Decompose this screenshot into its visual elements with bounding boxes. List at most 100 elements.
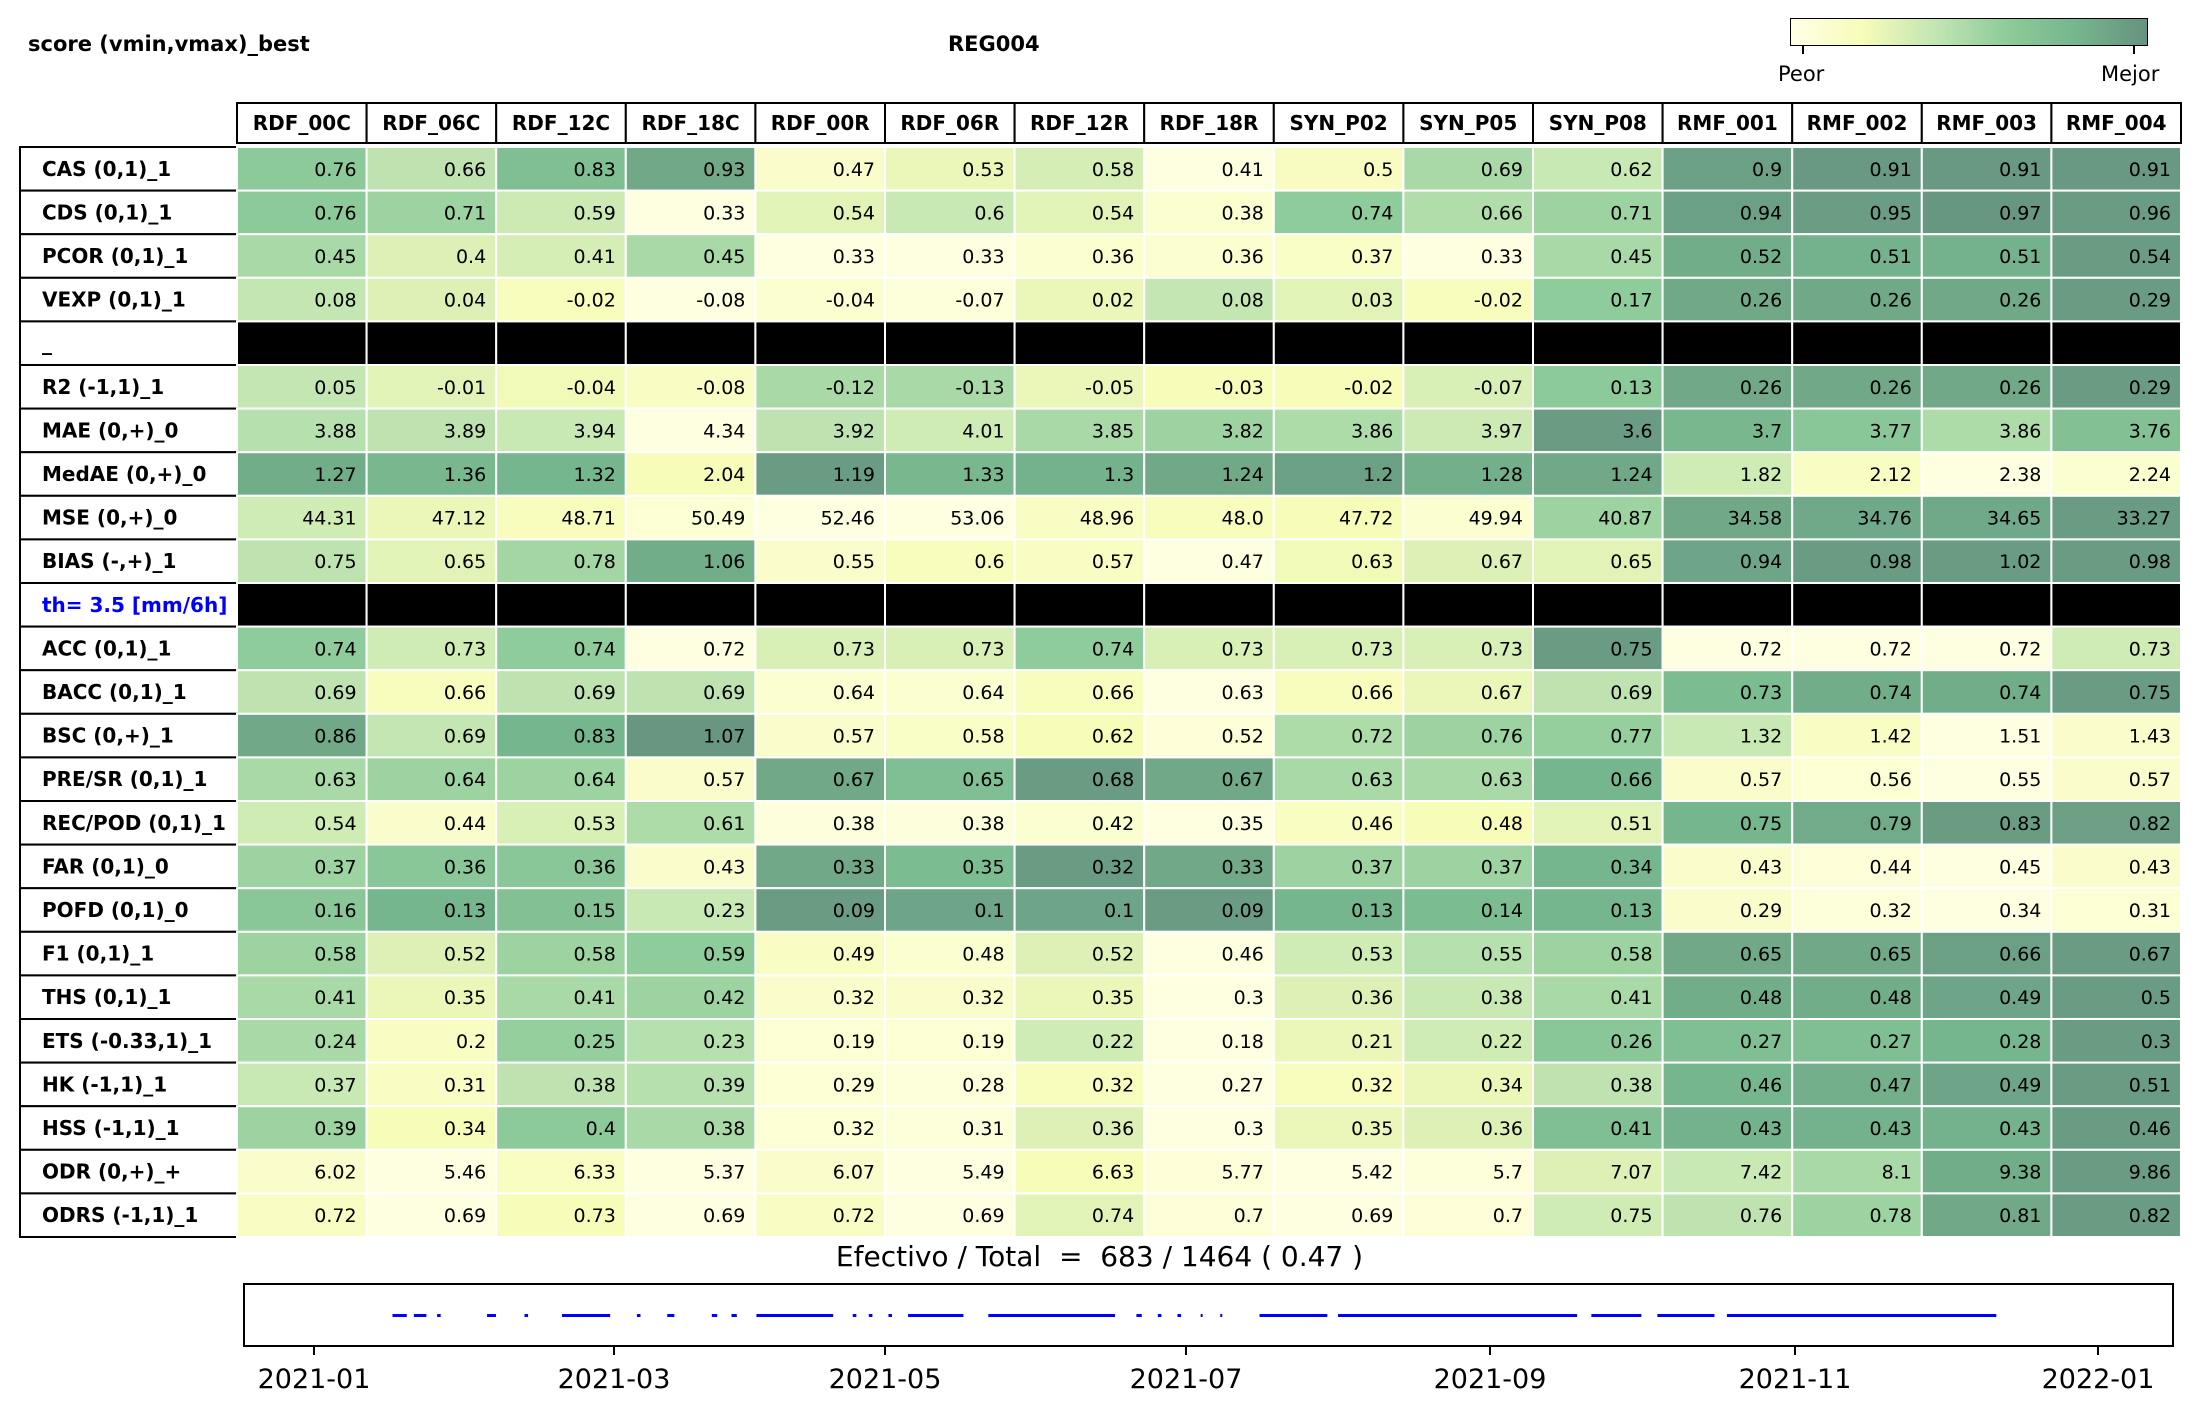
cell-value: 0.27 <box>1869 1031 1911 1053</box>
heatmap-cell <box>1661 712 1794 759</box>
heatmap-cell <box>1013 1148 1146 1195</box>
cell-value: 0.83 <box>573 159 615 181</box>
cell-value: 0.73 <box>573 1205 615 1227</box>
heatmap-cell <box>1532 233 1664 279</box>
heatmap-cell <box>1532 494 1664 541</box>
separator-cell <box>1532 320 1664 366</box>
heatmap-cell <box>495 887 627 933</box>
cell-value: 0.33 <box>833 856 875 878</box>
column-header-label: RDF_00C <box>253 111 351 135</box>
column-header-label: SYN_P08 <box>1549 111 1647 135</box>
cell-value: 0.91 <box>2129 159 2171 181</box>
cell-value: -0.07 <box>1474 377 1523 399</box>
heatmap-cell <box>1143 625 1275 672</box>
cell-value: 0.54 <box>2129 246 2171 268</box>
heatmap-cell <box>1272 712 1405 759</box>
row-label: POFD (0,1)_0 <box>42 898 189 922</box>
heatmap-cell <box>2050 1148 2182 1195</box>
row-label: R2 (-1,1)_1 <box>42 375 164 399</box>
cell-value: 0.39 <box>703 1074 745 1096</box>
row-label: BSC (0,+)_1 <box>42 724 174 748</box>
cell-value: 0.27 <box>1221 1074 1263 1096</box>
heatmap-cell <box>624 1192 757 1239</box>
cell-value: 0.98 <box>2129 551 2171 573</box>
separator-cell <box>495 320 627 366</box>
heatmap-cell <box>2050 364 2182 410</box>
effective-total-label: Efectivo / Total = 683 / 1464 ( 0.47 ) <box>835 1240 1364 1273</box>
separator-cell <box>754 582 887 628</box>
cell-value: 0.9 <box>1752 159 1782 181</box>
cell-value: 0.73 <box>833 638 875 660</box>
cell-value: 0.26 <box>1999 290 2041 312</box>
heatmap-cell <box>1920 843 2053 890</box>
heatmap-cell <box>2050 407 2182 454</box>
cell-value: 3.6 <box>1622 420 1652 442</box>
cell-value: 0.64 <box>444 769 486 791</box>
row-label-box <box>19 320 238 366</box>
cell-value: 0.55 <box>833 551 875 573</box>
cell-value: 0.58 <box>1092 159 1134 181</box>
heatmap-cell <box>1013 669 1146 715</box>
row-label: THS (0,1)_1 <box>42 985 171 1009</box>
cell-value: 0.16 <box>314 900 356 922</box>
heatmap-cell <box>624 407 757 454</box>
cell-value: 6.02 <box>314 1162 356 1184</box>
row-label-box <box>19 582 238 628</box>
timeline-segment <box>852 1314 857 1317</box>
cell-value: 44.31 <box>302 508 356 530</box>
cell-value: 0.53 <box>962 159 1004 181</box>
cell-value: 0.36 <box>1092 1118 1134 1140</box>
cell-value: 0.09 <box>833 900 875 922</box>
cell-value: 0.66 <box>1092 682 1134 704</box>
cell-value: 0.72 <box>833 1205 875 1227</box>
cell-value: 0.94 <box>1740 202 1782 224</box>
heatmap-cell <box>1661 669 1794 715</box>
row-label-box <box>19 451 238 497</box>
heatmap-cell <box>1661 1061 1794 1108</box>
separator-cell <box>1013 582 1146 628</box>
cell-value: 0.72 <box>703 638 745 660</box>
heatmap-cell <box>236 451 368 497</box>
cell-value: 0.37 <box>1351 246 1393 268</box>
cell-value: 0.44 <box>444 813 486 835</box>
cell-value: 0.76 <box>1740 1205 1782 1227</box>
cell-value: 0.74 <box>1092 638 1134 660</box>
column-header-label: RDF_06R <box>900 111 999 135</box>
heatmap-cell <box>1013 494 1146 541</box>
cell-value: 0.26 <box>1740 377 1782 399</box>
row-label-box <box>19 1192 238 1239</box>
cell-value: 0.53 <box>1351 944 1393 966</box>
heatmap-cell <box>884 538 1016 585</box>
cell-value: 0.1 <box>1104 900 1134 922</box>
cell-value: 0.61 <box>703 813 745 835</box>
heatmap-cell <box>1272 1018 1405 1064</box>
row-label: MSE (0,+)_0 <box>42 506 177 530</box>
row-label: PRE/SR (0,1)_1 <box>42 767 207 791</box>
cell-value: 0.64 <box>573 769 615 791</box>
cell-value: 0.29 <box>833 1074 875 1096</box>
cell-value: 0.69 <box>573 682 615 704</box>
timeline-tick-label: 2022-01 <box>2042 1364 2155 1395</box>
heatmap-cell <box>1272 843 1405 890</box>
separator-cell <box>1272 320 1405 366</box>
heatmap-cell <box>1143 407 1275 454</box>
row-label-box <box>19 233 238 279</box>
cell-value: 0.43 <box>1869 1118 1911 1140</box>
timeline-segment <box>756 1314 834 1317</box>
cell-value: 0.82 <box>2129 1205 2171 1227</box>
cell-value: 0.46 <box>2129 1118 2171 1140</box>
cell-value: 0.13 <box>444 900 486 922</box>
region-title: REG004 <box>948 32 1040 56</box>
cell-value: 34.58 <box>1728 508 1782 530</box>
cell-value: 0.81 <box>1999 1205 2041 1227</box>
cell-value: 0.7 <box>1234 1205 1264 1227</box>
cell-value: 0.41 <box>314 987 356 1009</box>
row-label: MAE (0,+)_0 <box>42 418 178 442</box>
separator-cell <box>365 582 498 628</box>
cell-value: 0.57 <box>2129 769 2171 791</box>
cell-value: 0.54 <box>314 813 356 835</box>
heatmap-cell <box>1143 974 1275 1021</box>
heatmap-cell <box>884 189 1016 236</box>
timeline-segment <box>392 1314 407 1317</box>
timeline-segment <box>711 1314 718 1317</box>
